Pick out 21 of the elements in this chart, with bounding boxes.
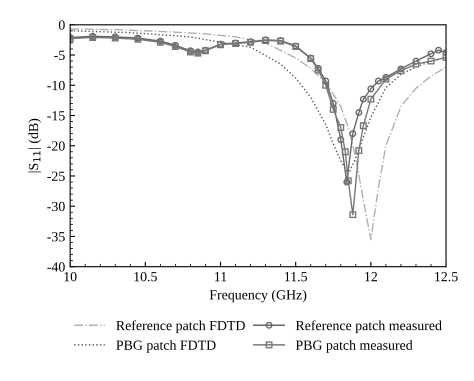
y-tick-label: -40: [47, 262, 65, 272]
legend-label: PBG patch measured: [296, 340, 413, 353]
y-tick-label: -15: [47, 111, 65, 120]
x-tick-label: 12: [365, 272, 378, 282]
x-tick-label: 12.5: [435, 272, 458, 282]
x-tick-label: 10: [64, 272, 77, 282]
y-tick-label: -25: [47, 172, 65, 181]
y-tick-label: -5: [54, 50, 65, 60]
y-tick-label: -30: [47, 202, 65, 212]
y-axis-title: |S$_{11}$| (dB): [28, 118, 42, 172]
legend-label: Reference patch measured: [296, 320, 442, 334]
x-tick-label: 10.5: [134, 272, 157, 282]
y-tick-label: -10: [47, 80, 65, 90]
legend-label: PBG patch FDTD: [116, 340, 216, 353]
legend-label: Reference patch FDTD: [116, 320, 245, 334]
x-tick-label: 11.5: [285, 272, 308, 282]
y-tick-label: -20: [47, 141, 65, 151]
y-tick-label: 0: [58, 20, 65, 30]
x-axis-title: Frequency (GHz): [210, 290, 306, 302]
x-tick-label: 11: [215, 272, 226, 282]
y-tick-label: -35: [47, 232, 65, 242]
